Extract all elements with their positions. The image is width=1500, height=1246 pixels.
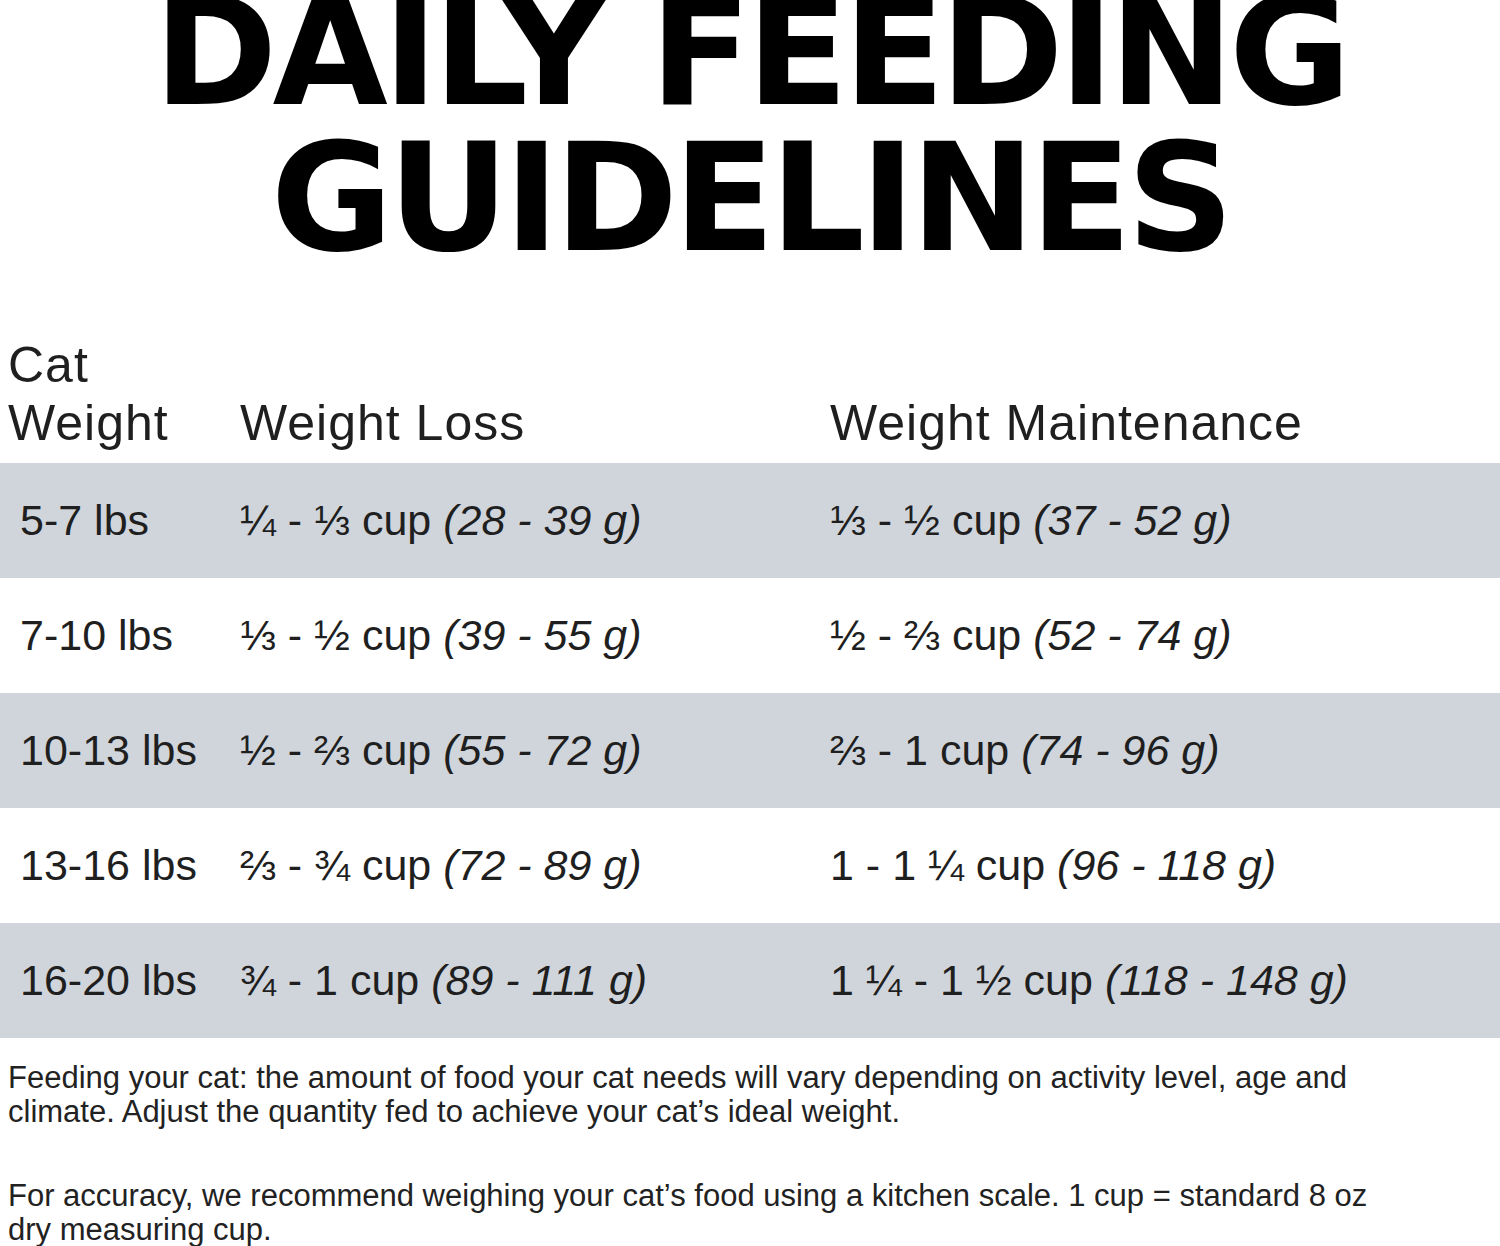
weight-loss-cups: ¾ - 1 cup (240, 956, 419, 1004)
cat-weight-cell: 13-16 lbs (0, 841, 240, 890)
footnote-line: dry measuring cup. (8, 1213, 1500, 1246)
header-cat-weight: Cat Weight (0, 336, 240, 452)
weight-maintenance-cups: ⅔ - 1 cup (830, 726, 1009, 774)
weight-maintenance-cell: 1 ¼ - 1 ½ cup (118 - 148 g) (830, 956, 1500, 1005)
weight-maintenance-cell: ½ - ⅔ cup (52 - 74 g) (830, 611, 1500, 660)
weight-loss-cups: ⅔ - ¾ cup (240, 841, 431, 889)
weight-loss-cell: ¾ - 1 cup (89 - 111 g) (240, 956, 830, 1005)
weight-loss-grams: (72 - 89 g) (443, 841, 641, 889)
weight-loss-grams: (55 - 72 g) (443, 726, 641, 774)
weight-loss-cups: ½ - ⅔ cup (240, 726, 431, 774)
page-title: DAILY FEEDING GUIDELINES (0, 0, 1500, 272)
title-line-1: DAILY FEEDING (0, 0, 1500, 126)
table-row: 10-13 lbs ½ - ⅔ cup (55 - 72 g) ⅔ - 1 cu… (0, 693, 1500, 808)
weight-loss-grams: (89 - 111 g) (431, 956, 647, 1004)
weight-loss-cell: ½ - ⅔ cup (55 - 72 g) (240, 726, 830, 775)
cat-weight-cell: 16-20 lbs (0, 956, 240, 1005)
weight-loss-cell: ⅓ - ½ cup (39 - 55 g) (240, 611, 830, 660)
weight-loss-cups: ¼ - ⅓ cup (240, 496, 431, 544)
weight-maintenance-cups: ½ - ⅔ cup (830, 611, 1021, 659)
title-line-2: GUIDELINES (0, 126, 1500, 272)
footnote-feeding: Feeding your cat: the amount of food you… (0, 1061, 1500, 1129)
weight-loss-grams: (28 - 39 g) (443, 496, 641, 544)
weight-maintenance-cell: ⅓ - ½ cup (37 - 52 g) (830, 496, 1500, 545)
weight-loss-cell: ¼ - ⅓ cup (28 - 39 g) (240, 496, 830, 545)
weight-maintenance-grams: (74 - 96 g) (1021, 726, 1219, 774)
weight-maintenance-cups: 1 ¼ - 1 ½ cup (830, 956, 1093, 1004)
table-row: 7-10 lbs ⅓ - ½ cup (39 - 55 g) ½ - ⅔ cup… (0, 578, 1500, 693)
header-weight-loss: Weight Loss (240, 394, 830, 452)
weight-maintenance-cell: 1 - 1 ¼ cup (96 - 118 g) (830, 841, 1500, 890)
weight-loss-cups: ⅓ - ½ cup (240, 611, 431, 659)
header-weight-maintenance: Weight Maintenance (830, 394, 1500, 452)
weight-loss-grams: (39 - 55 g) (443, 611, 641, 659)
weight-maintenance-cups: ⅓ - ½ cup (830, 496, 1021, 544)
table-row: 5-7 lbs ¼ - ⅓ cup (28 - 39 g) ⅓ - ½ cup … (0, 463, 1500, 578)
weight-maintenance-cups: 1 - 1 ¼ cup (830, 841, 1045, 889)
cat-weight-cell: 7-10 lbs (0, 611, 240, 660)
weight-maintenance-cell: ⅔ - 1 cup (74 - 96 g) (830, 726, 1500, 775)
cat-weight-cell: 5-7 lbs (0, 496, 240, 545)
weight-maintenance-grams: (96 - 118 g) (1057, 841, 1276, 889)
header-cat-weight-line-1: Cat (8, 336, 240, 394)
header-cat-weight-line-2: Weight (8, 394, 240, 452)
footnote-line: climate. Adjust the quantity fed to achi… (8, 1095, 1500, 1129)
table-header-row: Cat Weight Weight Loss Weight Maintenanc… (0, 336, 1500, 452)
footnote-line: For accuracy, we recommend weighing your… (8, 1179, 1500, 1213)
cat-weight-cell: 10-13 lbs (0, 726, 240, 775)
weight-maintenance-grams: (118 - 148 g) (1105, 956, 1348, 1004)
footnote-line: Feeding your cat: the amount of food you… (8, 1061, 1500, 1095)
weight-maintenance-grams: (37 - 52 g) (1033, 496, 1231, 544)
table-row: 16-20 lbs ¾ - 1 cup (89 - 111 g) 1 ¼ - 1… (0, 923, 1500, 1038)
weight-maintenance-grams: (52 - 74 g) (1033, 611, 1231, 659)
table-row: 13-16 lbs ⅔ - ¾ cup (72 - 89 g) 1 - 1 ¼ … (0, 808, 1500, 923)
feeding-guidelines-table: Cat Weight Weight Loss Weight Maintenanc… (0, 336, 1500, 1038)
footnote-accuracy: For accuracy, we recommend weighing your… (0, 1179, 1500, 1246)
weight-loss-cell: ⅔ - ¾ cup (72 - 89 g) (240, 841, 830, 890)
